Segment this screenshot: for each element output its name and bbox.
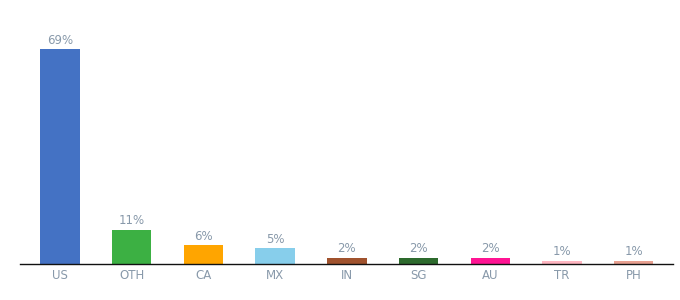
Bar xyxy=(184,245,223,264)
Bar xyxy=(398,258,439,264)
Bar xyxy=(614,261,653,264)
Text: 69%: 69% xyxy=(47,34,73,47)
Bar xyxy=(327,258,367,264)
Bar xyxy=(112,230,152,264)
Text: 2%: 2% xyxy=(409,242,428,255)
Bar xyxy=(40,49,80,264)
Text: 5%: 5% xyxy=(266,233,284,246)
Text: 2%: 2% xyxy=(481,242,500,255)
Text: 6%: 6% xyxy=(194,230,213,243)
Text: 1%: 1% xyxy=(553,245,571,258)
Bar xyxy=(255,248,295,264)
Text: 11%: 11% xyxy=(118,214,145,227)
Bar xyxy=(471,258,510,264)
Text: 2%: 2% xyxy=(337,242,356,255)
Text: 1%: 1% xyxy=(624,245,643,258)
Bar xyxy=(542,261,581,264)
